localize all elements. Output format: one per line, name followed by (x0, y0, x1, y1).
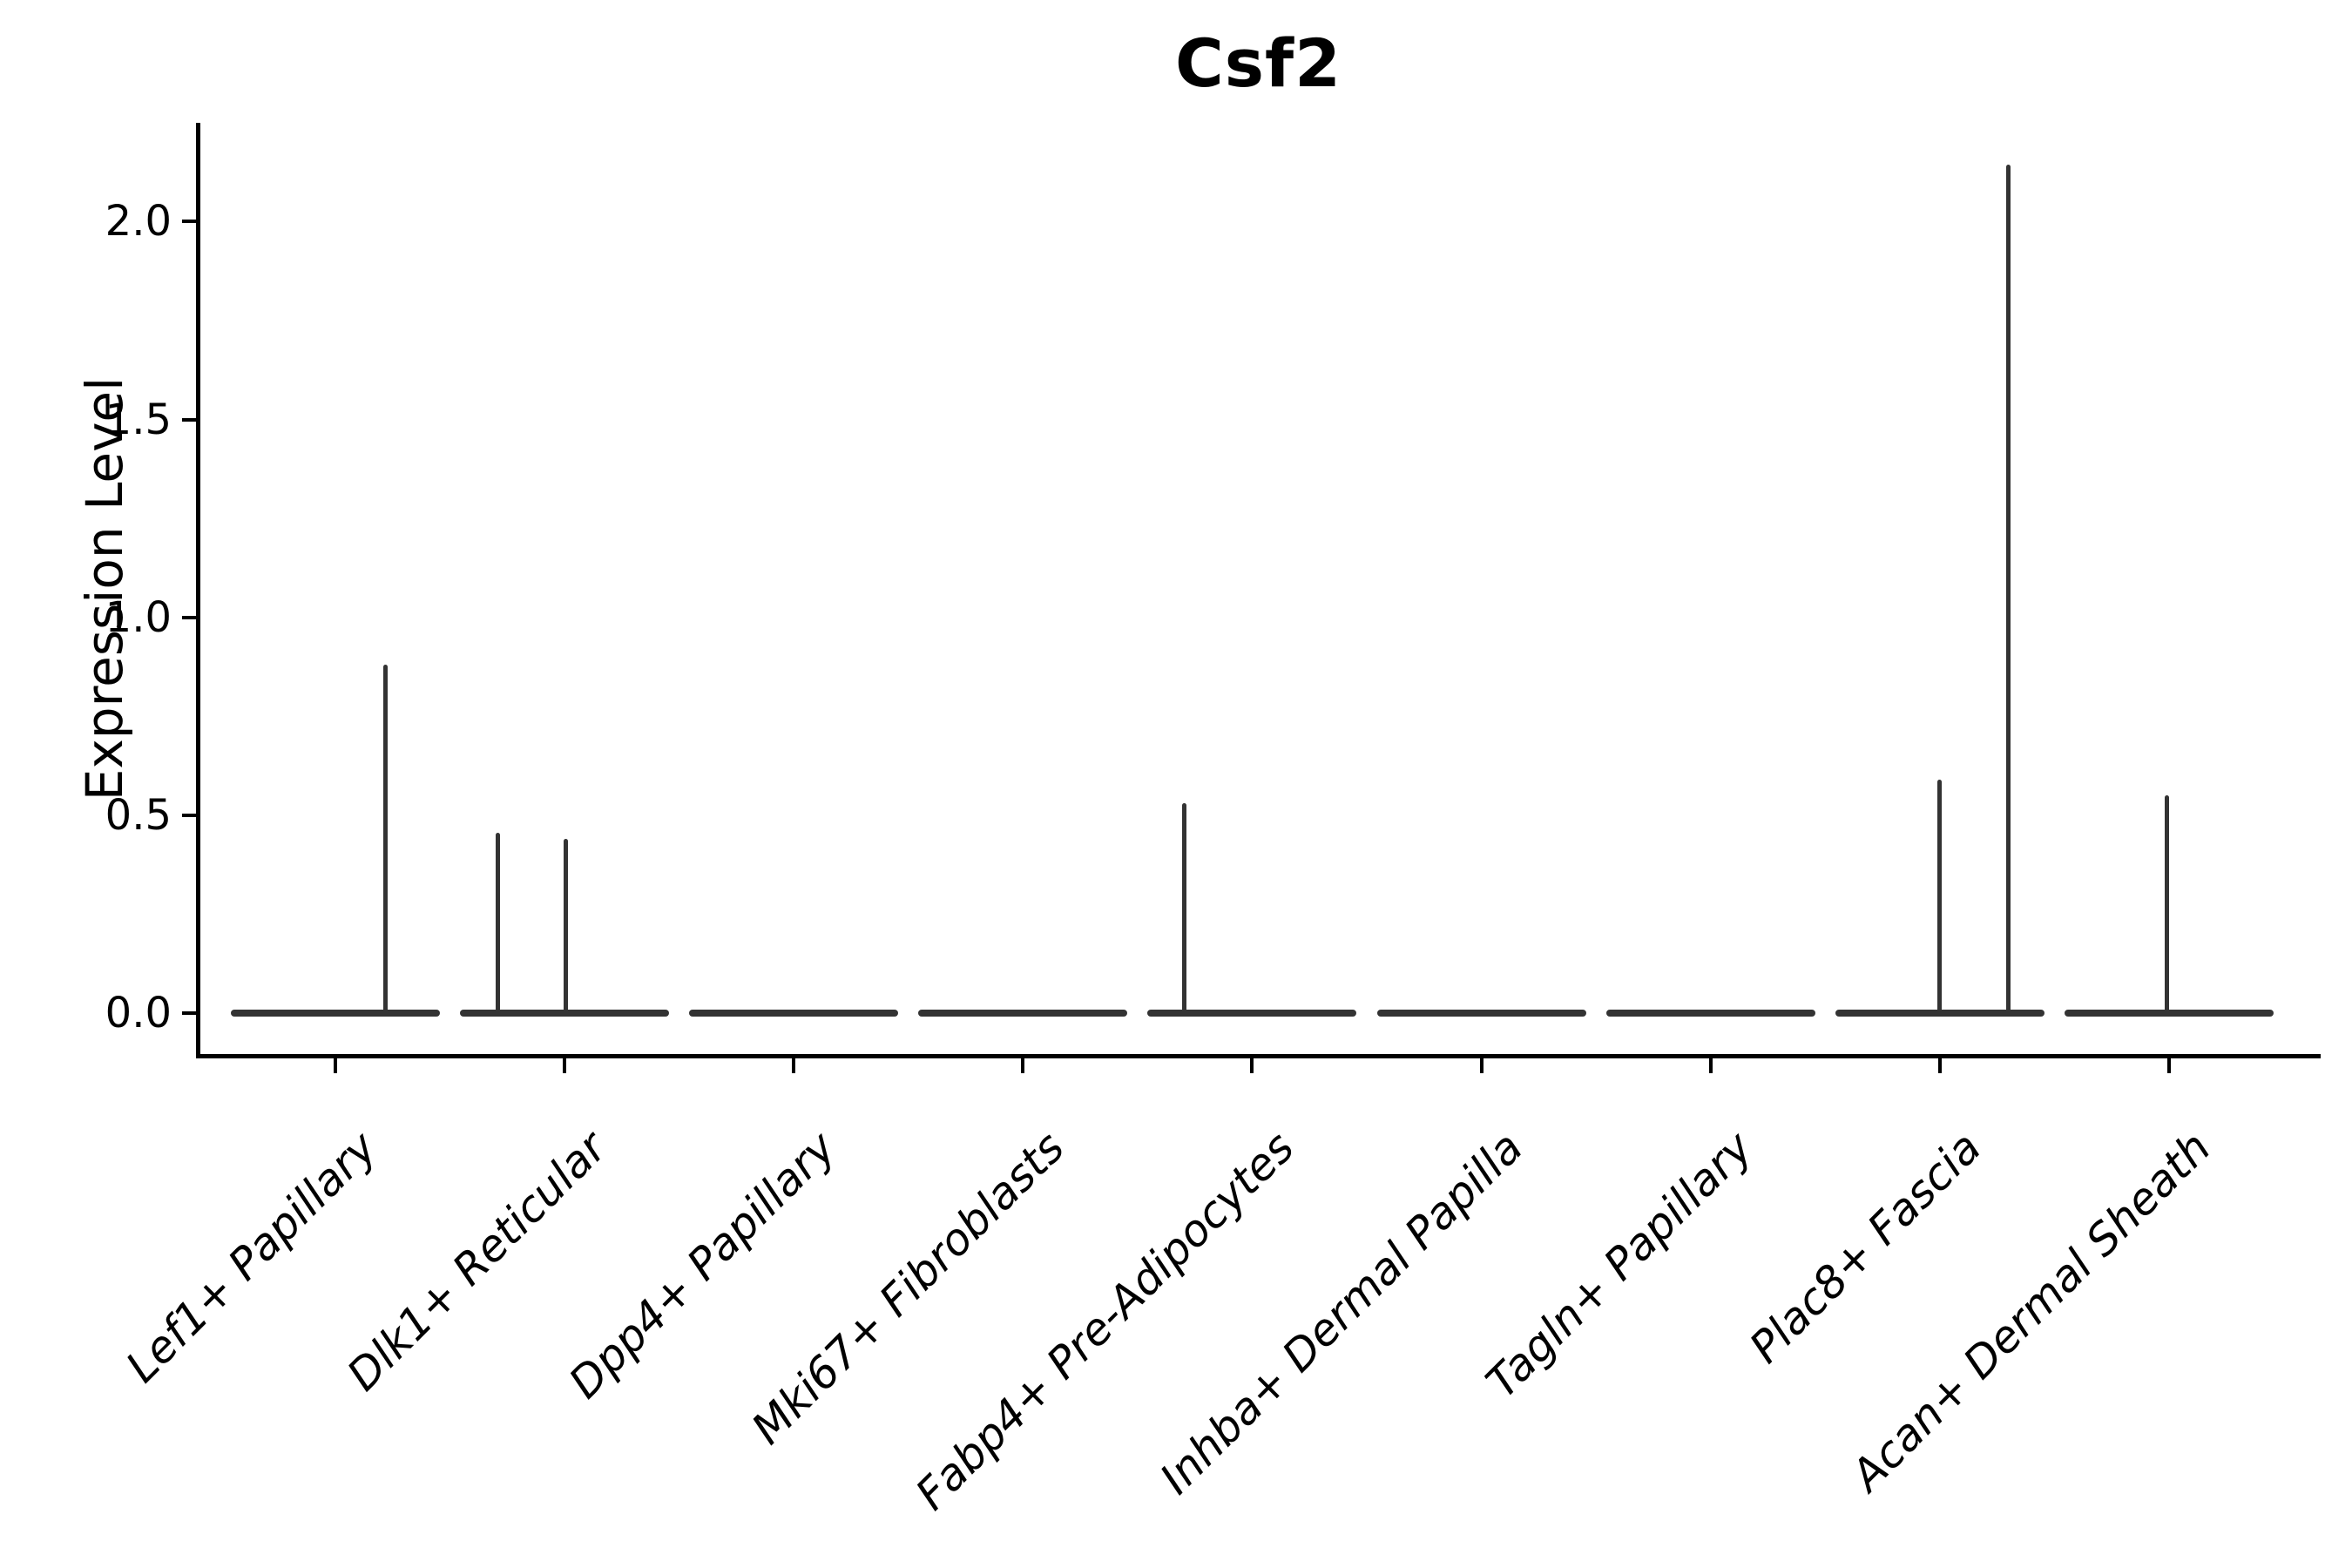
y-tick-label: 2.0 (105, 197, 172, 247)
x-tick-mark (792, 1058, 796, 1073)
violin-base (689, 1010, 899, 1017)
x-tick-mark (563, 1058, 567, 1073)
x-tick-mark (334, 1058, 337, 1073)
x-tick-mark (1479, 1058, 1484, 1073)
chart-title: Csf2 (1175, 24, 1342, 102)
y-tick-mark (182, 615, 196, 619)
x-tick-mark (2166, 1058, 2171, 1073)
violin-spike (564, 839, 569, 1017)
x-axis-spine (196, 1054, 2321, 1058)
y-tick-label: 0.0 (105, 989, 172, 1037)
x-tick-label: Lef1+ Papillary (116, 1122, 388, 1393)
x-tick-mark (1708, 1058, 1713, 1073)
x-tick-label: Plac8+ Fascia (1740, 1122, 1991, 1373)
violin-base (1605, 1010, 1815, 1017)
violin-base (231, 1010, 440, 1017)
violin-spike (383, 665, 389, 1017)
y-tick-mark (182, 417, 196, 422)
y-axis-spine (196, 123, 200, 1058)
violin-spike (495, 833, 500, 1017)
violin-base (1147, 1010, 1357, 1017)
violin-spike (1181, 803, 1186, 1017)
y-tick-mark (182, 220, 196, 224)
y-tick-label: 1.0 (105, 592, 172, 642)
x-tick-mark (1250, 1058, 1254, 1073)
x-tick-label: Fabp4+ Pre-Adipocytes (905, 1122, 1304, 1520)
x-tick-mark (1021, 1058, 1025, 1073)
violin-base (1376, 1010, 1586, 1017)
violin-spike (2006, 164, 2011, 1017)
x-tick-label: Inhba+ Dermal Papilla (1151, 1122, 1533, 1504)
x-tick-mark (1937, 1058, 1942, 1073)
violin-base (918, 1010, 1128, 1017)
y-tick-label: 1.5 (105, 395, 172, 444)
y-tick-mark (182, 1011, 196, 1015)
y-tick-label: 0.5 (105, 790, 172, 840)
y-tick-mark (182, 813, 196, 817)
violin-spike (2165, 795, 2170, 1017)
violin-spike (1937, 779, 1943, 1017)
